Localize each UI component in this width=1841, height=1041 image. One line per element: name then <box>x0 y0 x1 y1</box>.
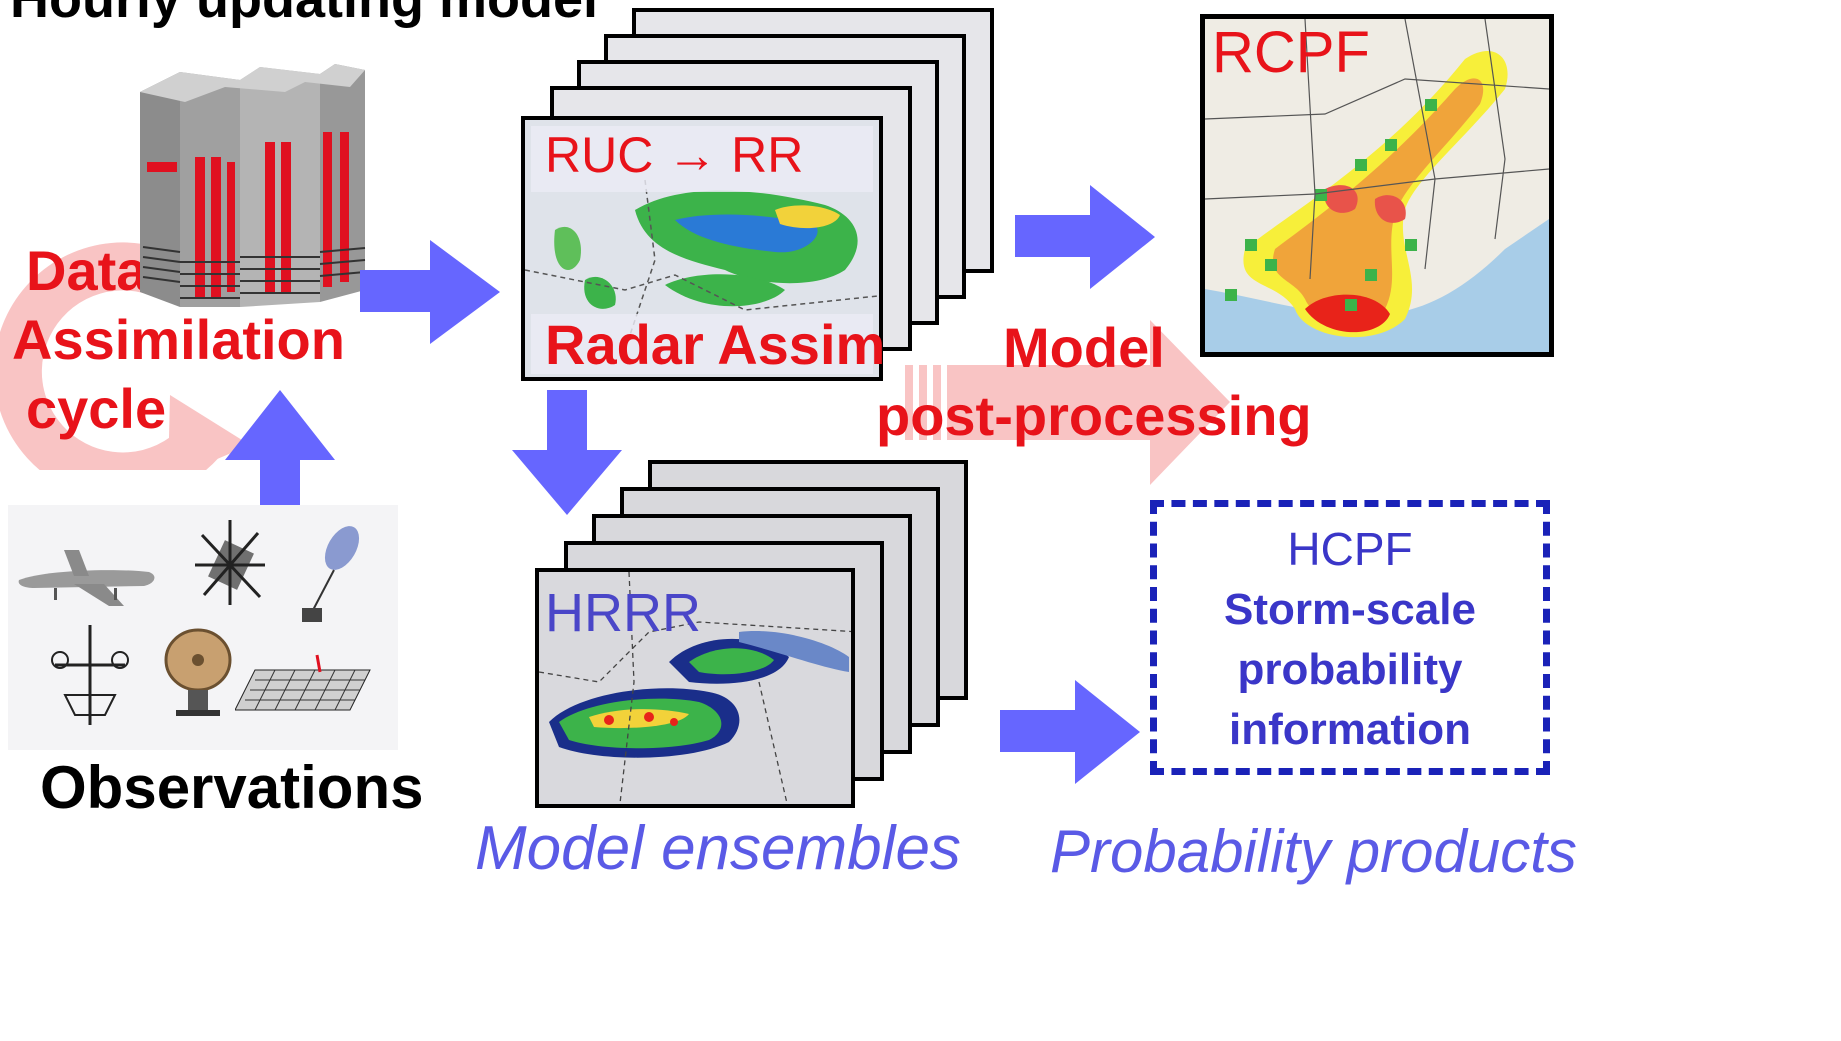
probability-products-label: Probability products <box>1050 818 1577 885</box>
hcpf-box <box>1150 500 1550 775</box>
da-label-line2: Assimilation <box>12 308 345 371</box>
hcpf-desc-line3: information <box>1229 705 1471 754</box>
model-pp-line2: post-processing <box>876 384 1312 447</box>
supercomputer-icon <box>140 64 366 307</box>
aircraft-icon <box>18 550 155 606</box>
arrow-right-to-ruc-icon <box>360 240 500 344</box>
hcpf-desc-line1: Storm-scale <box>1224 585 1476 634</box>
weather-balloon-icon <box>302 526 360 622</box>
radar-assim-label: Radar Assim <box>545 313 886 376</box>
satellite-icon <box>195 520 265 605</box>
rcpf-map <box>1200 14 1554 357</box>
hcpf-label: HCPF <box>1287 523 1413 575</box>
cycle-arrow-icon <box>0 242 250 470</box>
da-label-line3: cycle <box>26 377 167 440</box>
diagram-title: Hourly updating model <box>10 0 598 26</box>
arrow-down-to-hrrr-icon <box>512 390 622 515</box>
arrow-up-from-observations-icon <box>225 390 335 515</box>
hrrr-label: HRRR <box>545 583 701 643</box>
hrrr-frame-front <box>535 568 855 808</box>
surface-grid-icon <box>235 654 371 711</box>
model-ensembles-label: Model ensembles <box>475 814 961 883</box>
weather-station-icon <box>51 625 129 725</box>
hrrr-map-icon <box>539 572 851 804</box>
model-pp-line1: Model <box>1003 316 1165 379</box>
rr-frame-front <box>521 116 883 381</box>
arrow-right-to-rcpf-icon <box>1015 185 1155 289</box>
ruc-rr-label: RUC → RR <box>545 127 804 183</box>
rcpf-map-icon <box>1205 19 1549 352</box>
observations-label: Observations <box>40 754 424 821</box>
hcpf-desc-line2: probability <box>1237 645 1463 694</box>
rcpf-label: RCPF <box>1212 20 1370 85</box>
post-processing-arrow-icon <box>905 320 1230 485</box>
arrow-right-to-hcpf-icon <box>1000 680 1140 784</box>
radar-dish-icon <box>164 628 232 716</box>
da-label-line1: Data <box>26 239 148 302</box>
